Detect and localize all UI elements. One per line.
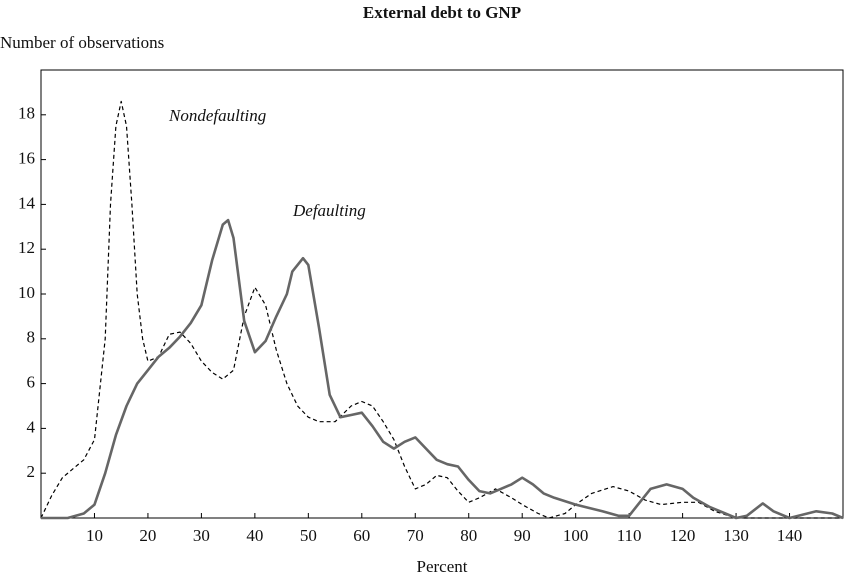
x-tick-label: 130 — [723, 526, 749, 545]
x-tick-label: 60 — [353, 526, 370, 545]
x-tick-label: 80 — [460, 526, 477, 545]
x-tick-label: 30 — [193, 526, 210, 545]
series-line — [40, 100, 843, 519]
y-tick-label: 14 — [18, 193, 36, 212]
x-tick-label: 110 — [617, 526, 642, 545]
x-tick-label: 40 — [246, 526, 263, 545]
y-tick-label: 16 — [18, 149, 35, 168]
x-tick-label: 120 — [670, 526, 696, 545]
chart-title: External debt to GNP — [363, 3, 521, 22]
y-tick-label: 2 — [27, 462, 36, 481]
x-axis-label: Percent — [417, 557, 468, 576]
y-axis-label: Number of observations — [0, 33, 164, 52]
x-tick-label: 20 — [139, 526, 156, 545]
x-tick-label: 90 — [514, 526, 531, 545]
y-tick-label: 8 — [27, 328, 36, 347]
y-tick-label: 10 — [18, 283, 35, 302]
y-tick-label: 4 — [27, 417, 36, 436]
x-tick-label: 100 — [563, 526, 589, 545]
x-tick-label: 140 — [777, 526, 803, 545]
annotation: Nondefaulting — [168, 106, 266, 125]
y-tick-label: 6 — [27, 373, 36, 392]
x-tick-label: 50 — [300, 526, 317, 545]
plot-frame — [40, 69, 844, 519]
annotation: Defaulting — [292, 201, 366, 220]
x-tick-label: 70 — [407, 526, 424, 545]
y-tick-label: 12 — [18, 238, 35, 257]
y-tick-label: 18 — [18, 104, 35, 123]
series-line — [41, 218, 844, 520]
x-tick-label: 10 — [86, 526, 103, 545]
